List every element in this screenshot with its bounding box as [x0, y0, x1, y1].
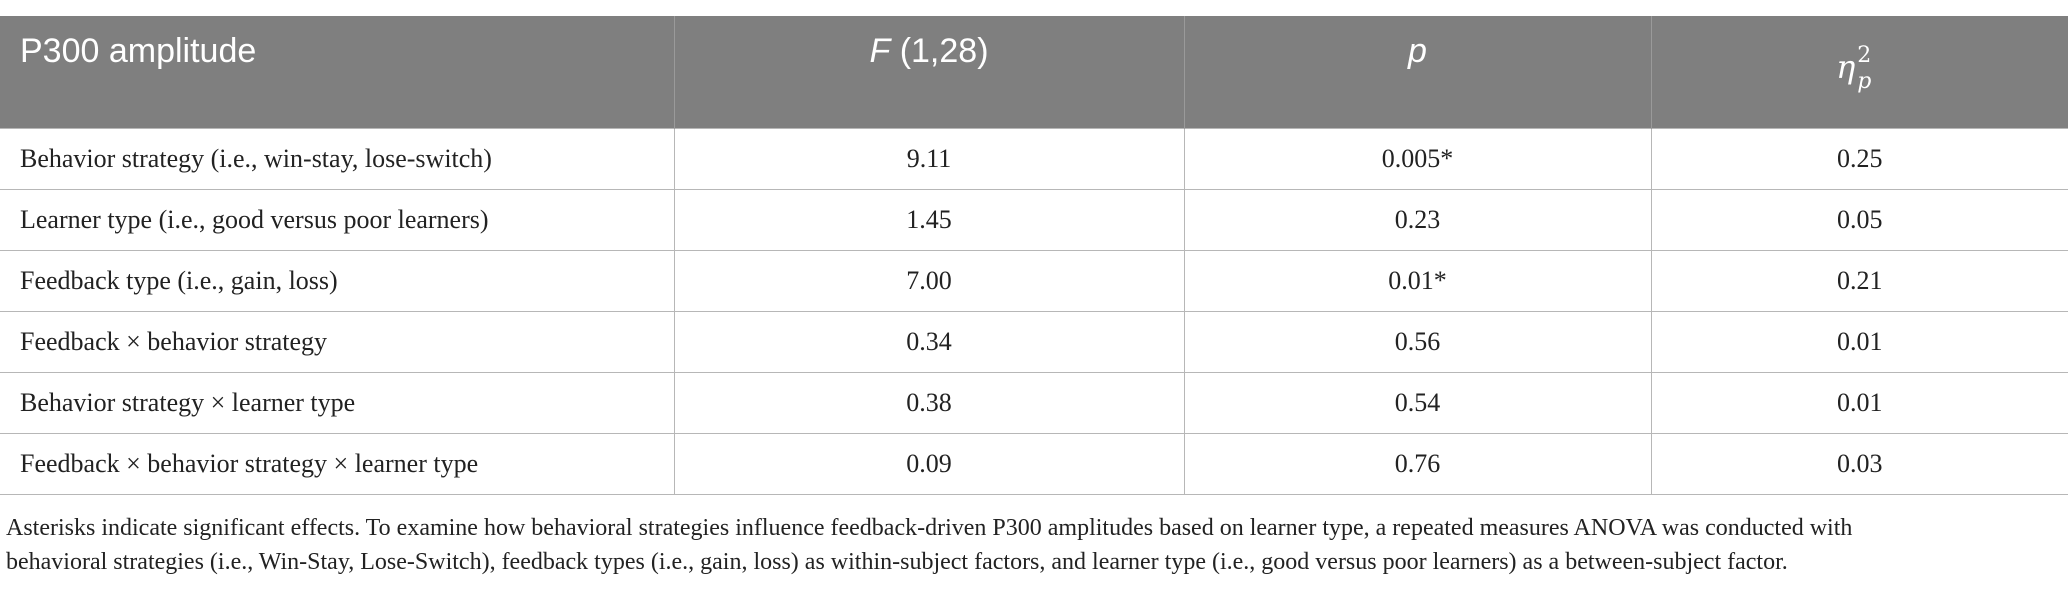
- eta-superscript: 2: [1857, 43, 1872, 68]
- header-p300-amplitude: P300 amplitude: [0, 16, 675, 128]
- header-f-statistic: F (1,28): [674, 16, 1185, 128]
- eta-value-cell: 0.01: [1650, 310, 2068, 373]
- effect-cell: Learner type (i.e., good versus poor lea…: [0, 188, 675, 251]
- effect-cell: Feedback × behavior strategy × learner t…: [0, 432, 675, 495]
- effect-cell: Behavior strategy (i.e., win-stay, lose-…: [0, 127, 675, 190]
- table-row: Learner type (i.e., good versus poor lea…: [0, 188, 2068, 251]
- header-eta-symbol: η2p: [1836, 43, 1883, 94]
- eta-base: η: [1836, 48, 1856, 86]
- f-value-cell: 9.11: [673, 127, 1185, 190]
- f-value-cell: 0.38: [673, 371, 1185, 434]
- anova-table-container: P300 amplitude F (1,28) p η2p Behavior s…: [0, 16, 2068, 495]
- f-value-cell: 0.09: [673, 432, 1185, 495]
- f-value-cell: 1.45: [673, 188, 1185, 251]
- effect-cell: Feedback × behavior strategy: [0, 310, 675, 373]
- anova-results-table: P300 amplitude F (1,28) p η2p Behavior s…: [0, 16, 2068, 495]
- header-p-symbol: p: [1408, 32, 1427, 70]
- p-value-cell: 0.54: [1183, 371, 1652, 434]
- header-f-dof: (1,28): [890, 32, 989, 70]
- p-value-cell: 0.76: [1183, 432, 1652, 495]
- eta-value-cell: 0.05: [1650, 188, 2068, 251]
- table-row: Behavior strategy × learner type 0.38 0.…: [0, 371, 2068, 434]
- header-p-value: p: [1184, 16, 1652, 128]
- table-body: Behavior strategy (i.e., win-stay, lose-…: [0, 127, 2068, 495]
- p-value-cell: 0.56: [1183, 310, 1652, 373]
- header-partial-eta-squared: η2p: [1651, 16, 2068, 128]
- effect-cell: Behavior strategy × learner type: [0, 371, 675, 434]
- footnote-line-1: Asterisks indicate significant effects. …: [6, 515, 1853, 541]
- table-row: Feedback × behavior strategy × learner t…: [0, 432, 2068, 495]
- f-value-cell: 7.00: [673, 249, 1185, 312]
- header-row: P300 amplitude F (1,28) p η2p: [0, 16, 2068, 128]
- table-row: Behavior strategy (i.e., win-stay, lose-…: [0, 127, 2068, 190]
- footnote-line-2: behavioral strategies (i.e., Win-Stay, L…: [6, 549, 1788, 575]
- f-value-cell: 0.34: [673, 310, 1185, 373]
- table-row: Feedback × behavior strategy 0.34 0.56 0…: [0, 310, 2068, 373]
- eta-value-cell: 0.01: [1650, 371, 2068, 434]
- eta-value-cell: 0.25: [1650, 127, 2068, 190]
- table-row: Feedback type (i.e., gain, loss) 7.00 0.…: [0, 249, 2068, 312]
- p-value-cell: 0.01*: [1183, 249, 1652, 312]
- effect-cell: Feedback type (i.e., gain, loss): [0, 249, 675, 312]
- eta-value-cell: 0.21: [1650, 249, 2068, 312]
- p-value-cell: 0.005*: [1183, 127, 1652, 190]
- p-value-cell: 0.23: [1183, 188, 1652, 251]
- header-f-symbol: F: [869, 32, 891, 70]
- table-header: P300 amplitude F (1,28) p η2p: [0, 16, 2068, 128]
- eta-subscript: p: [1857, 69, 1872, 94]
- eta-value-cell: 0.03: [1650, 432, 2068, 495]
- table-footnote: Asterisks indicate significant effects. …: [6, 511, 2066, 579]
